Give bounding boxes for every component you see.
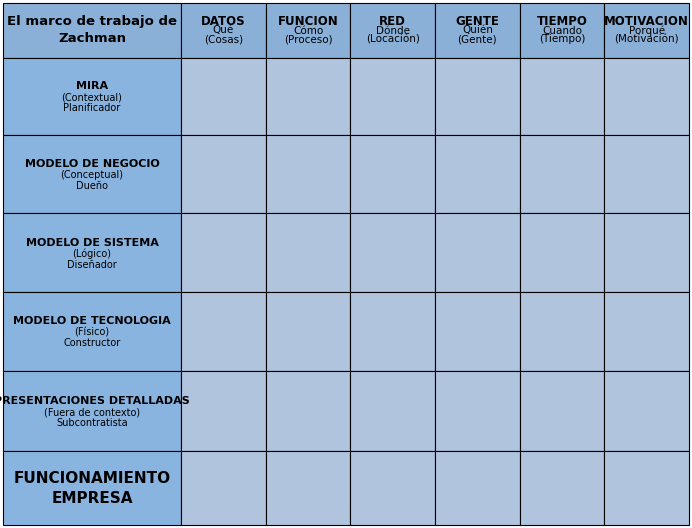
Bar [181,451,266,525]
Bar [435,292,520,371]
Text: MIRA: MIRA [76,81,108,91]
Text: TIEMPO: TIEMPO [536,15,588,28]
Bar [350,135,435,213]
Text: (Contextual): (Contextual) [62,92,122,102]
Text: FUNCION: FUNCION [277,15,338,28]
Bar [3,58,181,135]
Bar [181,213,266,292]
Bar [266,213,350,292]
Bar [181,371,266,451]
Bar [520,135,604,213]
Bar [520,3,604,58]
Text: El marco de trabajo de
Zachman: El marco de trabajo de Zachman [7,15,177,45]
Text: Dueño: Dueño [76,181,108,191]
Bar [604,371,689,451]
Text: (Cosas): (Cosas) [203,34,243,44]
Bar [3,3,181,58]
Bar [604,3,689,58]
Text: (Motivación): (Motivación) [614,34,679,44]
Text: DATOS: DATOS [201,15,246,28]
Text: Diseñador: Diseñador [67,260,117,270]
Bar [520,213,604,292]
Bar [435,135,520,213]
Bar [3,213,181,292]
Bar [604,451,689,525]
Bar [520,451,604,525]
Bar [350,451,435,525]
Bar [435,3,520,58]
Text: (Fuera de contexto): (Fuera de contexto) [44,407,140,417]
Bar [604,213,689,292]
Bar [435,213,520,292]
Text: (Físico): (Físico) [75,327,109,337]
Bar [604,292,689,371]
Text: MODELO DE TECNOLOGIA: MODELO DE TECNOLOGIA [13,316,171,326]
Bar [3,292,181,371]
Bar [520,371,604,451]
Text: MODELO DE NEGOCIO: MODELO DE NEGOCIO [25,159,159,169]
Bar [181,3,266,58]
Bar [266,3,350,58]
Bar [350,3,435,58]
Bar [350,58,435,135]
Bar [266,451,350,525]
Text: (Locación): (Locación) [366,34,419,44]
Text: Cómo: Cómo [293,25,323,35]
Text: Subcontratista: Subcontratista [56,418,128,428]
Bar [181,292,266,371]
Text: Cuando: Cuando [542,25,582,35]
Text: GENTE: GENTE [455,15,499,28]
Bar [604,135,689,213]
Text: (Proceso): (Proceso) [284,34,332,44]
Text: (Tiempo): (Tiempo) [539,34,585,44]
Bar [181,58,266,135]
Bar [266,292,350,371]
Bar [181,135,266,213]
Bar [266,371,350,451]
Bar [435,371,520,451]
Bar [604,58,689,135]
Bar [350,292,435,371]
Bar [520,292,604,371]
Bar [435,58,520,135]
Text: (Conceptual): (Conceptual) [60,170,123,180]
Bar [350,213,435,292]
Text: Planificador: Planificador [64,103,120,114]
Bar [3,451,181,525]
Bar [520,58,604,135]
Text: MOTIVACION: MOTIVACION [604,15,689,28]
Bar [266,58,350,135]
Text: Dónde: Dónde [376,25,410,35]
Bar [435,451,520,525]
Text: Constructor: Constructor [64,338,120,348]
Text: RED: RED [379,15,406,28]
Text: MODELO DE SISTEMA: MODELO DE SISTEMA [26,238,158,248]
Text: (Lógico): (Lógico) [73,248,111,259]
Text: Quién: Quién [462,25,493,35]
Bar [266,135,350,213]
Bar [3,135,181,213]
Text: Qué: Qué [212,25,234,35]
Text: PRESENTACIONES DETALLADAS: PRESENTACIONES DETALLADAS [0,396,190,406]
Bar [3,371,181,451]
Text: Porqué: Porqué [628,25,665,36]
Bar [350,371,435,451]
Text: (Gente): (Gente) [457,34,497,44]
Text: FUNCIONAMIENTO
EMPRESA: FUNCIONAMIENTO EMPRESA [13,471,170,506]
